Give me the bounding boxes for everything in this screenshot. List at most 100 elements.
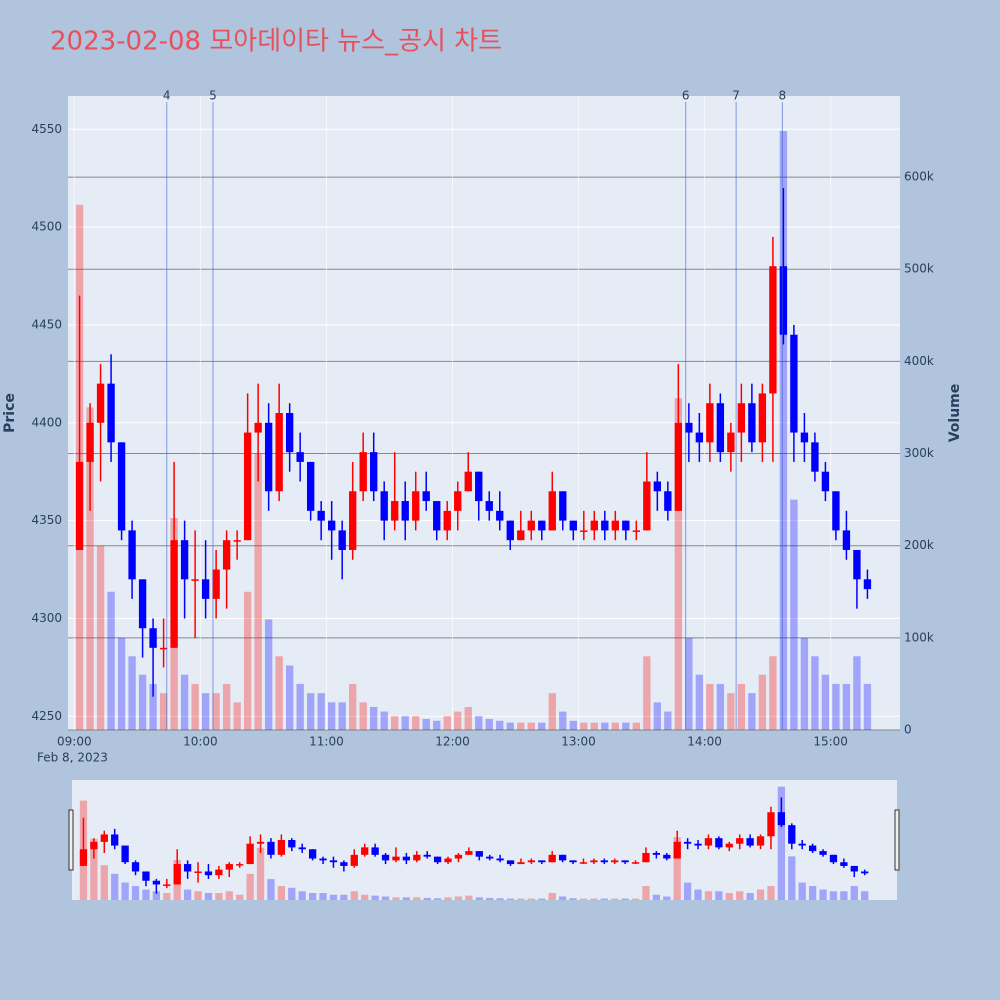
volume-bar bbox=[306, 693, 315, 730]
candle-body bbox=[863, 579, 872, 590]
volume-bar bbox=[767, 886, 775, 900]
news-label: 8 bbox=[779, 89, 787, 103]
volume-bar bbox=[370, 706, 378, 730]
y2-tick-label: 300k bbox=[904, 446, 934, 460]
candle-body bbox=[769, 266, 777, 394]
volume-bar bbox=[746, 893, 754, 900]
volume-bar bbox=[371, 895, 379, 900]
volume-bar bbox=[107, 591, 115, 730]
volume-bar bbox=[285, 665, 294, 730]
volume-bar bbox=[212, 693, 220, 730]
volume-bar bbox=[819, 889, 827, 900]
volume-bar bbox=[359, 702, 367, 730]
candle-body bbox=[401, 501, 409, 521]
volume-bar bbox=[558, 896, 567, 900]
candle-body bbox=[664, 491, 672, 511]
volume-bar bbox=[443, 716, 451, 730]
volume-bar bbox=[496, 720, 504, 730]
candle-body bbox=[391, 501, 399, 521]
candle-body bbox=[485, 501, 493, 511]
volume-bar bbox=[821, 674, 830, 730]
volume-bar bbox=[704, 891, 713, 900]
candle-body bbox=[674, 422, 683, 511]
volume-bar bbox=[159, 693, 168, 730]
volume-bar bbox=[631, 898, 640, 900]
candle-body bbox=[758, 393, 767, 443]
volume-bar bbox=[111, 873, 119, 900]
candle-body bbox=[296, 452, 304, 462]
volume-bar bbox=[663, 896, 671, 900]
volume-bar bbox=[777, 786, 786, 900]
candle-body bbox=[422, 491, 430, 502]
candle-body bbox=[328, 520, 336, 531]
volume-bar bbox=[233, 702, 241, 730]
volume-bar bbox=[86, 407, 94, 730]
volume-bar bbox=[736, 891, 744, 900]
candle-body bbox=[725, 843, 733, 848]
volume-bar bbox=[254, 453, 262, 730]
volume-bar bbox=[215, 893, 223, 900]
volume-bar bbox=[694, 889, 702, 900]
volume-bar bbox=[652, 894, 661, 900]
volume-bar bbox=[622, 722, 630, 730]
volume-bar bbox=[328, 702, 336, 730]
volume-bar bbox=[642, 886, 650, 900]
volume-bar bbox=[131, 886, 140, 900]
volume-bar bbox=[264, 619, 273, 730]
candle-body bbox=[86, 422, 94, 462]
volume-bar bbox=[475, 897, 483, 900]
candle-body bbox=[683, 841, 692, 844]
candle-body bbox=[433, 501, 441, 531]
candle-body bbox=[338, 530, 346, 550]
volume-bar bbox=[222, 683, 231, 730]
volume-bar bbox=[517, 898, 525, 900]
volume-bar bbox=[486, 897, 494, 900]
volume-bar bbox=[142, 889, 150, 900]
candle-body bbox=[412, 491, 420, 521]
candle-body bbox=[538, 860, 546, 863]
y2-tick-label: 600k bbox=[904, 170, 934, 184]
y-tick-label: 4350 bbox=[31, 513, 62, 527]
volume-bar bbox=[163, 893, 171, 900]
y-tick-label: 4300 bbox=[31, 611, 62, 625]
volume-bar bbox=[853, 656, 861, 730]
candle-body bbox=[423, 854, 431, 857]
volume-bar bbox=[769, 656, 777, 730]
candle-body bbox=[850, 865, 858, 872]
candle-body bbox=[359, 452, 367, 492]
x-tick-label: 15:00 bbox=[813, 735, 848, 749]
candle-body bbox=[194, 871, 202, 873]
candle-body bbox=[233, 540, 241, 542]
candle-body bbox=[663, 854, 671, 859]
candle-body bbox=[173, 864, 181, 885]
volume-bar bbox=[308, 893, 317, 900]
candle-body bbox=[746, 838, 754, 846]
volume-bar bbox=[433, 898, 442, 900]
candle-body bbox=[496, 510, 504, 521]
volume-bar bbox=[832, 683, 840, 730]
candle-body bbox=[142, 871, 150, 881]
candle-body bbox=[350, 854, 358, 866]
candle-body bbox=[601, 520, 609, 531]
candle-body bbox=[800, 432, 809, 443]
candle-body bbox=[183, 864, 192, 872]
range-slider[interactable] bbox=[72, 780, 897, 900]
slider-handle[interactable] bbox=[894, 809, 900, 871]
volume-bar bbox=[601, 722, 609, 730]
slider-handle[interactable] bbox=[68, 809, 74, 871]
candle-body bbox=[779, 266, 788, 335]
volume-bar bbox=[506, 898, 515, 900]
volume-bar bbox=[674, 398, 683, 730]
x-date-label: Feb 8, 2023 bbox=[37, 751, 108, 765]
candle-body bbox=[643, 481, 651, 531]
candle-body bbox=[715, 838, 723, 848]
candle-body bbox=[642, 852, 650, 863]
volume-bar bbox=[715, 891, 723, 900]
candle-body bbox=[580, 530, 588, 532]
news-label: 4 bbox=[163, 89, 171, 103]
candle-body bbox=[777, 812, 786, 826]
candle-body bbox=[465, 851, 473, 855]
candle-body bbox=[308, 849, 317, 859]
x-tick-label: 11:00 bbox=[309, 735, 344, 749]
candle-body bbox=[201, 579, 210, 599]
